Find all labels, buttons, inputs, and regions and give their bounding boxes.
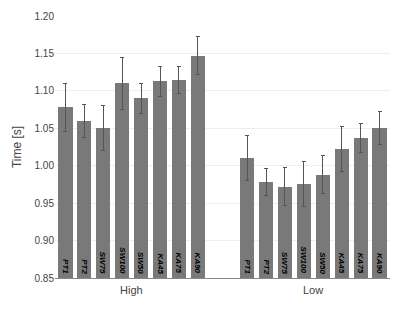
svg-text:Time [s]: Time [s] — [10, 126, 24, 168]
svg-text:PT2: PT2 — [80, 259, 89, 274]
svg-text:SW75: SW75 — [280, 252, 289, 274]
svg-text:KA90: KA90 — [375, 253, 384, 274]
svg-text:KA45: KA45 — [156, 253, 165, 274]
svg-text:KA75: KA75 — [174, 253, 183, 274]
svg-text:KA75: KA75 — [356, 253, 365, 274]
svg-text:SW100: SW100 — [118, 247, 127, 274]
svg-text:1.00: 1.00 — [35, 160, 55, 171]
svg-text:PT2: PT2 — [262, 259, 271, 274]
svg-text:SW50: SW50 — [136, 252, 145, 274]
svg-text:PT1: PT1 — [61, 259, 70, 274]
svg-text:PT1: PT1 — [243, 259, 252, 274]
svg-text:1.15: 1.15 — [35, 48, 55, 59]
svg-text:SW100: SW100 — [299, 247, 308, 274]
svg-text:SW75: SW75 — [98, 252, 107, 274]
svg-text:1.05: 1.05 — [35, 123, 55, 134]
svg-text:0.85: 0.85 — [35, 273, 55, 284]
svg-text:SW50: SW50 — [318, 252, 327, 274]
svg-text:1.20: 1.20 — [35, 11, 55, 22]
svg-text:KA90: KA90 — [193, 253, 202, 274]
svg-text:0.90: 0.90 — [35, 235, 55, 246]
svg-text:KA45: KA45 — [337, 253, 346, 274]
svg-text:Low: Low — [303, 284, 323, 296]
svg-text:1.10: 1.10 — [35, 85, 55, 96]
svg-text:0.95: 0.95 — [35, 198, 55, 209]
svg-text:High: High — [120, 284, 143, 296]
